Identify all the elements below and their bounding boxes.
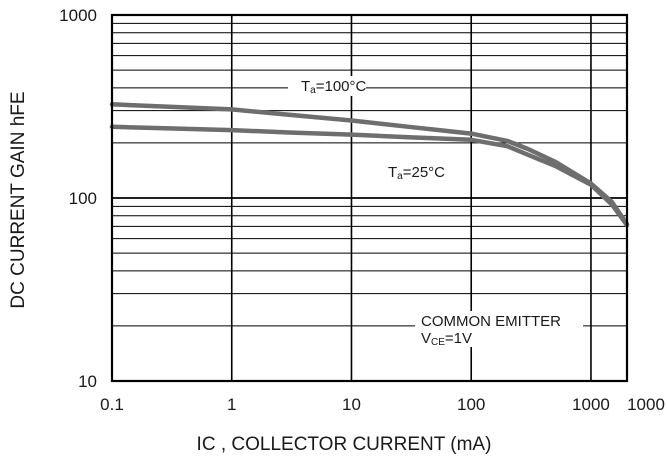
x-tick-label: 0.1	[100, 395, 124, 414]
annotation-conditions-bg	[415, 311, 583, 347]
annotation-100c-bg	[288, 76, 366, 96]
y-tick-label: 100	[69, 189, 97, 208]
x-tick-labels: 0.1 1 10 100 1000 1000	[100, 395, 665, 414]
y-tick-labels: 10 100 1000	[59, 6, 97, 391]
series-line-ta-25c	[109, 124, 630, 228]
y-tick-label: 10	[78, 372, 97, 391]
horizontal-grid	[112, 22, 627, 327]
annotation-ta-100c: Ta=100°C	[301, 78, 367, 96]
plot-frame	[110, 13, 629, 383]
x-tick-label: 10	[342, 395, 361, 414]
annotation-common-emitter: COMMON EMITTER	[421, 313, 561, 330]
x-tick-label: 100	[457, 395, 485, 414]
x-tick-label: 1000	[627, 395, 665, 414]
annotation-vce: VCE=1V	[421, 330, 472, 348]
annotation-25c-bg	[380, 162, 446, 182]
y-tick-label: 1000	[59, 6, 97, 25]
series-lines	[109, 102, 630, 228]
x-tick-label: 1	[227, 395, 236, 414]
annotation-ta-25c: Ta=25°C	[388, 164, 445, 182]
x-tick-label: 1000	[572, 395, 610, 414]
y-axis-title: DC CURRENT GAIN hFE	[8, 91, 29, 308]
x-axis-title: IC , COLLECTOR CURRENT (mA)	[197, 434, 492, 455]
